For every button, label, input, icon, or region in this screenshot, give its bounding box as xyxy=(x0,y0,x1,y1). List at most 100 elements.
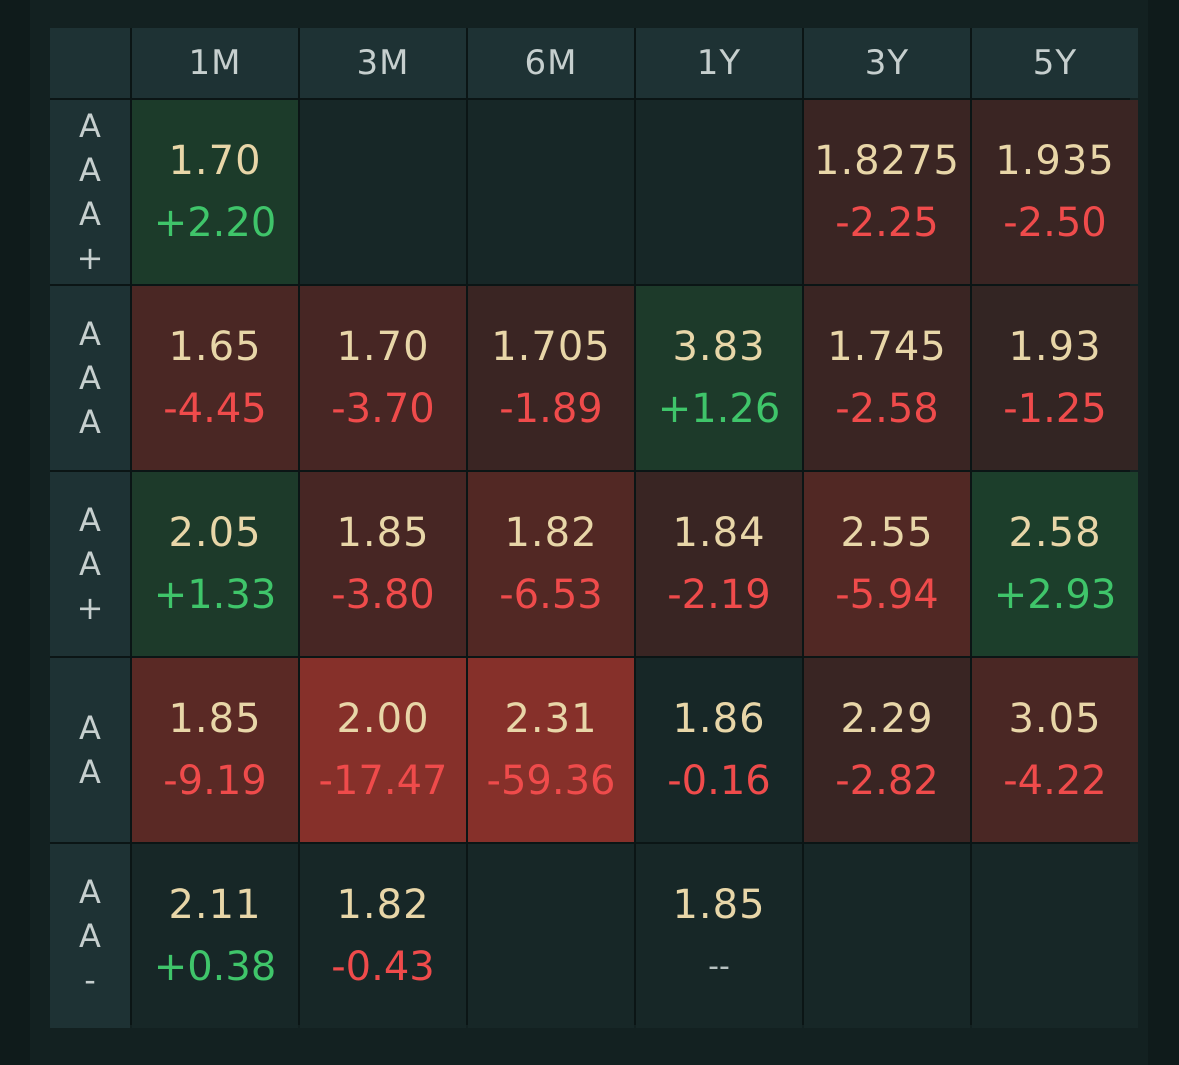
rate-value: 1.85 xyxy=(168,696,262,742)
rate-cell[interactable]: 1.84 -2.19 xyxy=(636,472,802,656)
rate-value: 1.86 xyxy=(672,696,766,742)
row-header-char: A xyxy=(79,315,101,353)
rate-cell[interactable]: 3.05 -4.22 xyxy=(972,658,1138,842)
row-header-char: A xyxy=(79,107,101,145)
rate-change: -2.50 xyxy=(1003,200,1107,246)
row-header-char: A xyxy=(79,359,101,397)
rate-cell[interactable]: 1.70 +2.20 xyxy=(132,100,298,284)
column-header-6m[interactable]: 6M xyxy=(468,28,634,98)
rate-value: 1.705 xyxy=(491,324,611,370)
rate-cell[interactable]: 1.85 -9.19 xyxy=(132,658,298,842)
rate-value: 3.83 xyxy=(672,324,766,370)
rate-value: 1.85 xyxy=(336,510,430,556)
rate-cell xyxy=(636,100,802,284)
rate-cell[interactable]: 2.05 +1.33 xyxy=(132,472,298,656)
rate-cell[interactable]: 2.55 -5.94 xyxy=(804,472,970,656)
rate-cell xyxy=(468,844,634,1028)
rate-change: -4.22 xyxy=(1003,758,1107,804)
rate-change: +1.33 xyxy=(153,572,277,618)
rate-cell xyxy=(972,844,1138,1028)
rate-value: 1.70 xyxy=(336,324,430,370)
rate-value: 1.84 xyxy=(672,510,766,556)
rate-cell[interactable]: 1.65 -4.45 xyxy=(132,286,298,470)
column-header-3m[interactable]: 3M xyxy=(300,28,466,98)
column-header-1y[interactable]: 1Y xyxy=(636,28,802,98)
row-header-char: A xyxy=(79,403,101,441)
row-header-char: A xyxy=(79,545,101,583)
rate-value: 1.82 xyxy=(336,882,430,928)
rate-value: 1.70 xyxy=(168,138,262,184)
rate-cell[interactable]: 1.8275 -2.25 xyxy=(804,100,970,284)
rate-cell[interactable]: 1.86 -0.16 xyxy=(636,658,802,842)
column-header-1m[interactable]: 1M xyxy=(132,28,298,98)
rate-change: -1.25 xyxy=(1003,386,1107,432)
rate-change: +1.26 xyxy=(657,386,781,432)
row-header-char: + xyxy=(76,239,104,277)
column-header-3y[interactable]: 3Y xyxy=(804,28,970,98)
rate-cell[interactable]: 1.70 -3.70 xyxy=(300,286,466,470)
rate-change: -59.36 xyxy=(486,758,616,804)
row-header-2[interactable]: A A + xyxy=(50,472,130,656)
row-header-0[interactable]: A A A + xyxy=(50,100,130,284)
rate-change: -1.89 xyxy=(499,386,603,432)
rate-cell[interactable]: 2.31 -59.36 xyxy=(468,658,634,842)
rate-cell xyxy=(468,100,634,284)
rate-value: 2.55 xyxy=(840,510,934,556)
rate-change: -0.43 xyxy=(331,944,435,990)
rate-value: 2.29 xyxy=(840,696,934,742)
rate-value: 1.745 xyxy=(827,324,947,370)
rate-cell[interactable]: 1.85 -3.80 xyxy=(300,472,466,656)
rate-change: -4.45 xyxy=(163,386,267,432)
rate-cell[interactable]: 1.85 -- xyxy=(636,844,802,1028)
rate-change: -9.19 xyxy=(163,758,267,804)
column-header-5y[interactable]: 5Y xyxy=(972,28,1138,98)
rate-value: 1.65 xyxy=(168,324,262,370)
rate-value: 2.58 xyxy=(1008,510,1102,556)
row-header-char: A xyxy=(79,917,101,955)
rate-cell[interactable]: 1.93 -1.25 xyxy=(972,286,1138,470)
rate-value: 1.85 xyxy=(672,882,766,928)
rate-cell[interactable]: 2.29 -2.82 xyxy=(804,658,970,842)
rate-value: 2.31 xyxy=(504,696,598,742)
rate-value: 3.05 xyxy=(1008,696,1102,742)
row-header-char: A xyxy=(79,873,101,911)
rate-cell[interactable]: 1.935 -2.50 xyxy=(972,100,1138,284)
rate-change: -2.58 xyxy=(835,386,939,432)
row-header-char: A xyxy=(79,753,101,791)
row-header-char: A xyxy=(79,709,101,747)
rate-change: -2.19 xyxy=(667,572,771,618)
rate-cell[interactable]: 2.58 +2.93 xyxy=(972,472,1138,656)
rate-cell xyxy=(300,100,466,284)
rate-change: -3.80 xyxy=(331,572,435,618)
rate-cell[interactable]: 1.705 -1.89 xyxy=(468,286,634,470)
rate-matrix: 1M 3M 6M 1Y 3Y 5Y A A A +1.70 +2.20 1.8275 -2.… xyxy=(50,28,1138,1028)
row-header-char: A xyxy=(79,501,101,539)
rate-change: -- xyxy=(708,949,730,984)
rate-cell[interactable]: 2.00 -17.47 xyxy=(300,658,466,842)
rate-cell[interactable]: 1.745 -2.58 xyxy=(804,286,970,470)
rate-cell xyxy=(804,844,970,1028)
rate-change: +0.38 xyxy=(153,944,277,990)
row-header-char: A xyxy=(79,151,101,189)
rate-cell[interactable]: 2.11 +0.38 xyxy=(132,844,298,1028)
rate-change: +2.20 xyxy=(153,200,277,246)
rate-cell[interactable]: 1.82 -0.43 xyxy=(300,844,466,1028)
row-header-char: + xyxy=(76,589,104,627)
rate-change: -6.53 xyxy=(499,572,603,618)
row-header-char: A xyxy=(79,195,101,233)
rate-change: +2.93 xyxy=(993,572,1117,618)
rate-cell[interactable]: 1.82 -6.53 xyxy=(468,472,634,656)
rate-value: 1.82 xyxy=(504,510,598,556)
row-header-char: - xyxy=(84,961,96,999)
rate-change: -17.47 xyxy=(318,758,448,804)
rate-value: 1.8275 xyxy=(814,138,960,184)
rate-value: 1.935 xyxy=(995,138,1115,184)
rate-value: 2.11 xyxy=(168,882,262,928)
rate-change: -2.25 xyxy=(835,200,939,246)
rate-cell[interactable]: 3.83 +1.26 xyxy=(636,286,802,470)
corner-cell xyxy=(50,28,130,98)
rate-change: -3.70 xyxy=(331,386,435,432)
